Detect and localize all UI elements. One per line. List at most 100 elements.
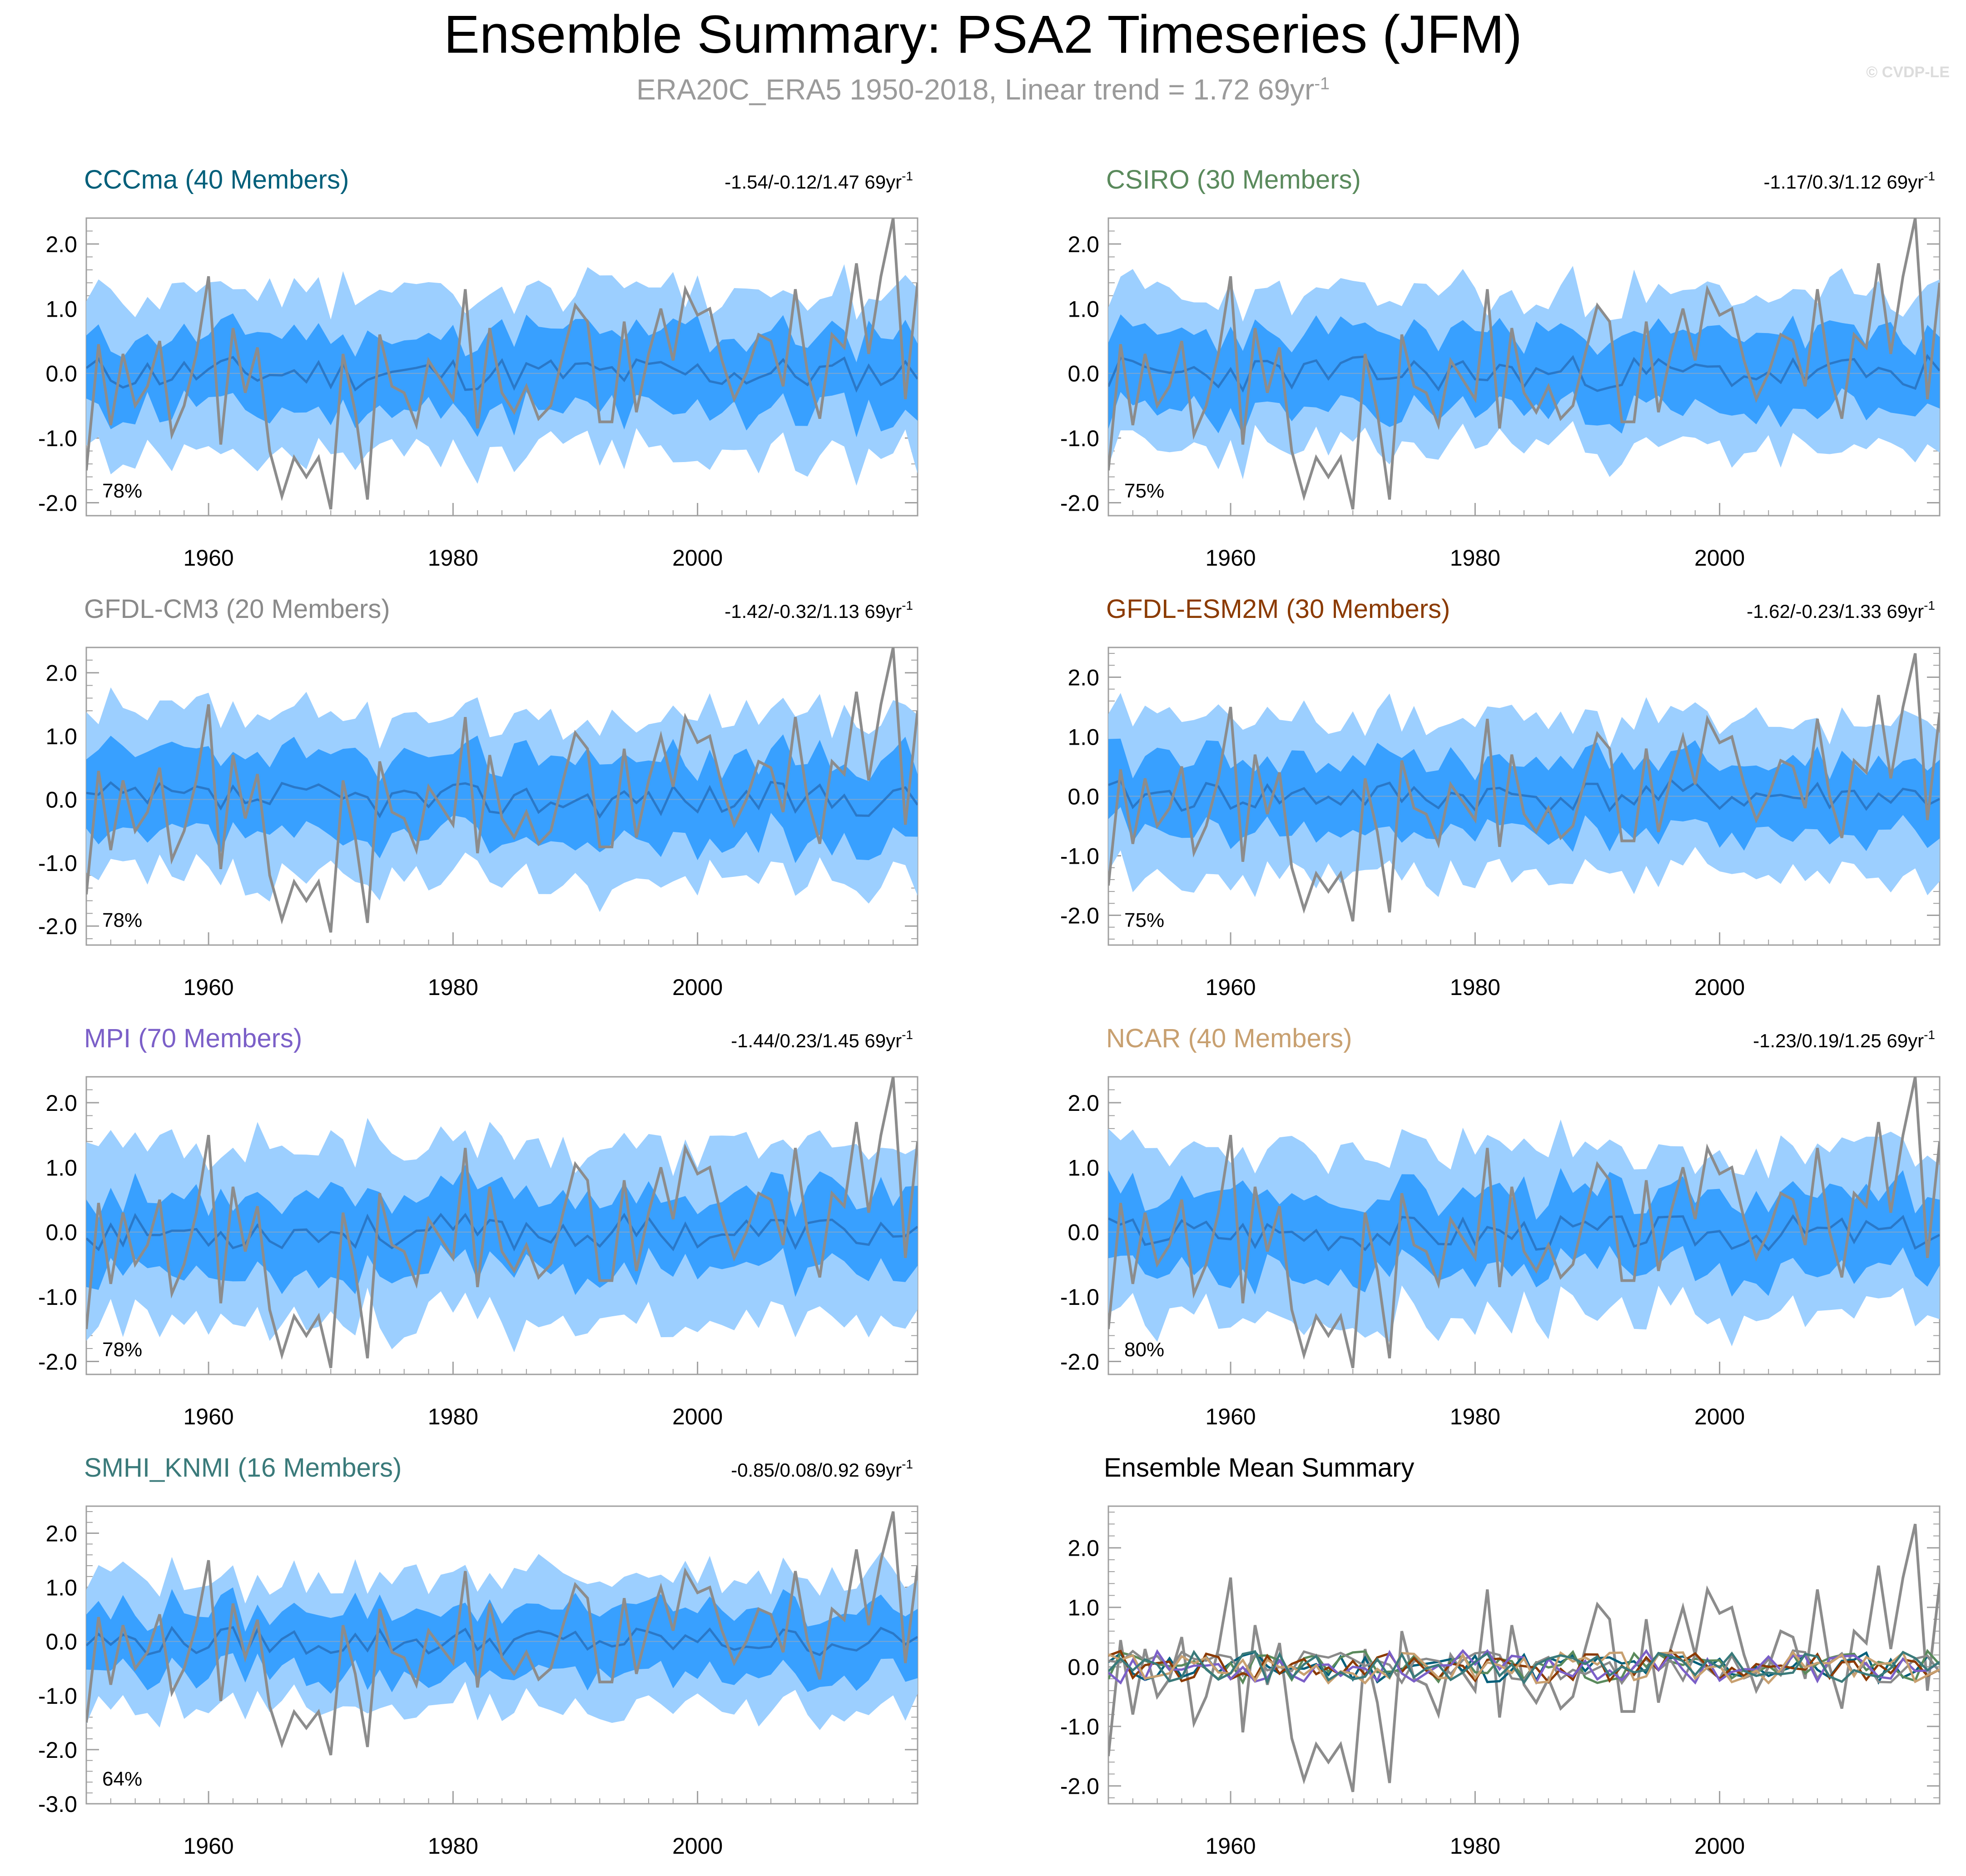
- y-tick-label: 2.0: [45, 1090, 77, 1116]
- panel-stats: -1.62/-0.23/1.33 69yr-1: [1747, 598, 1935, 622]
- y-tick-label: -1.0: [38, 1284, 77, 1310]
- x-tick-label: 1960: [184, 975, 234, 1000]
- panel-percent: 78%: [102, 909, 142, 931]
- panel-percent: 64%: [102, 1768, 142, 1790]
- x-tick-label: 1960: [1206, 545, 1256, 571]
- panel-stats: -1.44/0.23/1.45 69yr-1: [731, 1028, 913, 1051]
- x-tick-label: 2000: [1694, 545, 1745, 571]
- ensemble-mean-line: [86, 356, 918, 393]
- panel-stats: -1.23/0.19/1.25 69yr-1: [1753, 1028, 1935, 1051]
- panel-title: SMHI_KNMI (16 Members): [84, 1453, 402, 1483]
- y-tick-label: -2.0: [1060, 491, 1099, 516]
- panel-stats-exponent: -1: [902, 1457, 913, 1471]
- panel-stats-text: -1.44/0.23/1.45 69yr: [731, 1030, 902, 1051]
- panel-title: NCAR (40 Members): [1106, 1024, 1352, 1053]
- ensemble-mean-line: [86, 1213, 918, 1252]
- panel-csiro: CSIRO (30 Members) -1.17/0.3/1.12 69yr-1 2…: [1060, 165, 1941, 571]
- subtitle-exponent: -1: [1314, 74, 1330, 94]
- x-tick-label: 2000: [672, 1404, 723, 1429]
- x-tick-label: 2000: [1694, 975, 1745, 1000]
- band-25-75: [86, 1165, 918, 1297]
- plot-area: [86, 647, 918, 933]
- panel-stats-exponent: -1: [1924, 169, 1935, 183]
- y-tick-label: 0.0: [1067, 1655, 1099, 1680]
- y-tick-label: 0.0: [45, 361, 77, 387]
- panel-title: CSIRO (30 Members): [1106, 165, 1361, 194]
- y-tick-label: -2.0: [38, 914, 77, 939]
- x-tick-label: 2000: [672, 975, 723, 1000]
- observation-line: [86, 1077, 918, 1368]
- ensemble-mean-line: [1108, 1650, 1940, 1685]
- y-tick-label: -1.0: [1060, 1714, 1099, 1740]
- y-tick-label: 0.0: [1067, 784, 1099, 810]
- band-25-75: [86, 313, 918, 438]
- x-tick-label: 2000: [672, 545, 723, 571]
- panel-mpi: MPI (70 Members) -1.44/0.23/1.45 69yr-1 2.…: [38, 1024, 918, 1429]
- y-tick-label: 1.0: [1067, 296, 1099, 322]
- y-tick-label: -2.0: [38, 1349, 77, 1375]
- panel-stats-exponent: -1: [1924, 1028, 1935, 1042]
- y-tick-label: 0.0: [1067, 1220, 1099, 1245]
- panel-ensemble-mean-summary: Ensemble Mean Summary 2.0 1.0 0.0 -1.0 -2.0 19…: [1060, 1453, 1941, 1859]
- y-tick-label: -1.0: [38, 851, 77, 876]
- y-tick-label: 0.0: [1067, 361, 1099, 387]
- panel-smhi_knmi: SMHI_KNMI (16 Members) -0.85/0.08/0.92 69…: [38, 1453, 918, 1859]
- panel-stats: -1.17/0.3/1.12 69yr-1: [1764, 169, 1935, 193]
- panel-gfdl-cm3: GFDL-CM3 (20 Members) -1.42/-0.32/1.13 69…: [38, 594, 918, 1000]
- y-tick-label: 2.0: [1067, 1090, 1099, 1116]
- panel-stats-exponent: -1: [902, 1028, 913, 1042]
- copyright-label: © CVDP-LE: [1866, 64, 1950, 81]
- panel-stats-text: -1.42/-0.32/1.13 69yr: [725, 601, 902, 622]
- x-tick-label: 1980: [1450, 1833, 1500, 1859]
- y-tick-label: -2.0: [38, 491, 77, 516]
- figure-title: Ensemble Summary: PSA2 Timeseries (JFM): [444, 5, 1522, 65]
- plot-area: [86, 1511, 918, 1756]
- y-tick-label: 0.0: [45, 1629, 77, 1655]
- panel-percent: 75%: [1124, 909, 1164, 931]
- observation-line: [1108, 653, 1940, 922]
- x-tick-label: 1960: [184, 1404, 234, 1429]
- ensemble-mean-line: [1108, 1650, 1940, 1685]
- observation-line: [1108, 1077, 1940, 1368]
- ensemble-mean-line: [1108, 1648, 1940, 1684]
- subtitle-text: ERA20C_ERA5 1950-2018, Linear trend = 1.…: [636, 73, 1315, 106]
- panel-stats-exponent: -1: [902, 598, 913, 612]
- y-tick-label: 1.0: [1067, 1155, 1099, 1180]
- x-tick-label: 2000: [1694, 1833, 1745, 1859]
- y-tick-label: 1.0: [1067, 1595, 1099, 1621]
- panel-stats: -0.85/0.08/0.92 69yr-1: [731, 1457, 913, 1481]
- panel-percent: 75%: [1124, 480, 1164, 502]
- y-tick-label: 1.0: [45, 296, 77, 322]
- x-tick-label: 1960: [1206, 1833, 1256, 1859]
- y-tick-label: -1.0: [38, 1683, 77, 1709]
- observation-line: [86, 1511, 918, 1756]
- y-tick-label: -1.0: [38, 426, 77, 451]
- y-tick-label: -3.0: [38, 1791, 77, 1817]
- observation-line: [86, 218, 918, 510]
- y-tick-label: -2.0: [1060, 1349, 1099, 1375]
- observation-line: [1108, 218, 1940, 510]
- plot-area: [1108, 653, 1940, 922]
- x-tick-label: 1960: [1206, 1404, 1256, 1429]
- panel-stats-text: -1.62/-0.23/1.33 69yr: [1747, 601, 1924, 622]
- y-tick-label: 2.0: [45, 1521, 77, 1547]
- x-tick-label: 1980: [428, 1404, 478, 1429]
- y-tick-label: 2.0: [45, 232, 77, 257]
- figure-subtitle: ERA20C_ERA5 1950-2018, Linear trend = 1.…: [0, 73, 1966, 106]
- panel-title: Ensemble Mean Summary: [1104, 1453, 1414, 1483]
- panel-stats-text: -1.54/-0.12/1.47 69yr: [725, 171, 902, 193]
- x-tick-label: 2000: [1694, 1404, 1745, 1429]
- x-tick-label: 1960: [184, 1833, 234, 1859]
- y-tick-label: 2.0: [1067, 232, 1099, 257]
- plot-area: [86, 1077, 918, 1368]
- panel-title: CCCma (40 Members): [84, 165, 349, 194]
- y-tick-label: -2.0: [38, 1737, 77, 1763]
- y-tick-label: 2.0: [1067, 1536, 1099, 1561]
- panel-stats: -1.42/-0.32/1.13 69yr-1: [725, 598, 913, 622]
- x-tick-label: 1980: [1450, 975, 1500, 1000]
- panel-title: GFDL-ESM2M (30 Members): [1106, 594, 1450, 624]
- panel-percent: 80%: [1124, 1339, 1164, 1361]
- y-tick-label: 2.0: [45, 661, 77, 686]
- panel-title: GFDL-CM3 (20 Members): [84, 594, 390, 624]
